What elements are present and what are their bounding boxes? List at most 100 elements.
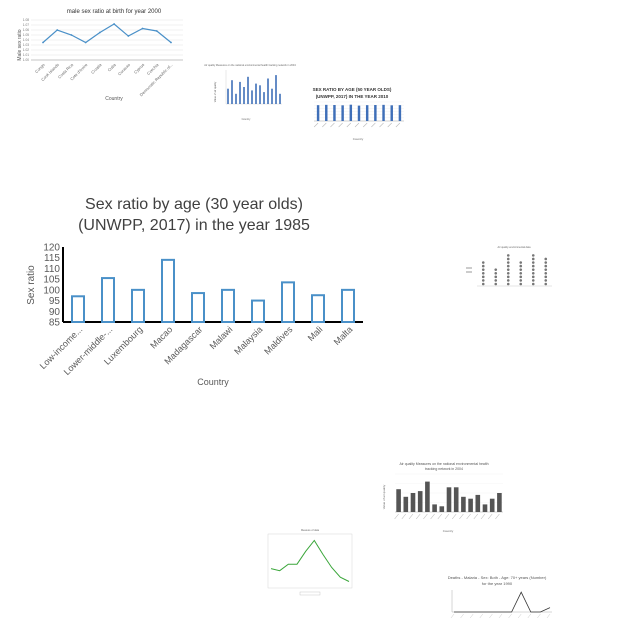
x-tick-label [480, 513, 486, 520]
y-tick-label: 115 [44, 253, 60, 264]
data-point [494, 279, 498, 282]
bar [239, 81, 241, 104]
bar [398, 105, 402, 121]
data-point [481, 279, 485, 282]
malaria-deaths-line-chart: Deaths - Malaria - Sex: Both - Age: 70+ … [448, 575, 552, 619]
bar [227, 88, 229, 104]
data-point [506, 257, 510, 261]
bar [403, 496, 409, 512]
chart-title-line2: (UNWPP, 2017) in the year 1985 [78, 217, 310, 234]
bar [374, 105, 377, 121]
data-point [98, 31, 101, 34]
y-tick-label: 95 [49, 296, 61, 307]
plot-frame [267, 533, 353, 589]
bar [251, 299, 265, 324]
bar [382, 104, 385, 121]
bar [446, 487, 452, 512]
data-point [544, 261, 548, 264]
x-tick-label [489, 613, 493, 619]
data-point [519, 261, 523, 264]
data-point [531, 261, 535, 264]
bar [425, 481, 430, 512]
bar [221, 288, 235, 324]
data-point [56, 29, 59, 31]
y-axis-title: Male sex ratio [17, 29, 23, 60]
data-point [506, 282, 510, 286]
x-tick-label [322, 122, 327, 128]
y-axis-title: Sex ratio [26, 265, 37, 305]
data-point [506, 268, 510, 271]
x-tick-label [346, 122, 352, 128]
x-tick-label: Malaysia [232, 324, 264, 356]
data-point [544, 257, 548, 261]
x-tick-label [450, 613, 455, 619]
bar [231, 80, 233, 104]
data-point [494, 271, 498, 275]
y-tick-label: 1.07 [23, 23, 29, 27]
data-point [531, 257, 535, 261]
bar [235, 93, 237, 104]
data-point [531, 264, 535, 268]
series-line [42, 23, 172, 44]
x-axis-title: Country [443, 529, 454, 533]
bar [390, 105, 393, 121]
data-point [506, 261, 510, 264]
x-axis-title: Country [105, 96, 123, 102]
data-point [531, 279, 535, 282]
x-axis-title: Country [197, 377, 229, 387]
x-tick-label [460, 613, 464, 619]
data-point [544, 275, 548, 279]
data-point [519, 282, 523, 286]
data-point [481, 275, 485, 279]
bar [251, 90, 253, 104]
bar [243, 87, 245, 104]
y-axis-title: Value of air quality [382, 484, 386, 509]
chart-title-line2: (UNWPP, 2017) IN THE YEAR 2010 [316, 94, 389, 99]
air-quality-dot-chart: Air quality environmental data [466, 246, 552, 287]
x-tick-label [459, 513, 464, 520]
data-point [481, 282, 485, 286]
data-point [494, 282, 498, 286]
bar [468, 498, 473, 512]
x-tick-label: Cuba [107, 62, 118, 73]
bar [396, 489, 401, 512]
data-point [506, 271, 510, 275]
bar [316, 105, 320, 121]
air-quality-gray-bar-chart: Air quality Measures on the national env… [382, 462, 503, 533]
x-tick-label: Malta [332, 324, 355, 347]
data-point [519, 275, 523, 279]
bar [489, 498, 495, 512]
x-tick-label [466, 513, 471, 520]
data-point [481, 271, 485, 275]
x-tick-label: Maldives [262, 324, 295, 357]
x-tick-label [387, 122, 392, 128]
x-tick-label [479, 613, 483, 619]
bar [263, 92, 265, 104]
chart-title-line1: SEX RATIO BY AGE (50 YEAR OLDS) [313, 87, 392, 92]
data-point [544, 282, 548, 286]
x-tick-label [415, 513, 421, 520]
y-tick-label: 1.04 [23, 38, 29, 42]
x-tick-label [354, 122, 360, 128]
bar [191, 292, 205, 324]
bar [482, 504, 488, 512]
data-point [544, 271, 548, 275]
green-line-chart: Measure of data [267, 529, 353, 596]
chart-title-line2: for the year 1990 [482, 581, 513, 586]
chart-title-line1: Air quality Measures on the national env… [399, 462, 488, 466]
y-tick-label: 1.08 [23, 18, 29, 22]
x-tick-label [379, 122, 384, 128]
x-tick-label: Croatia [90, 62, 103, 75]
data-point [127, 35, 130, 37]
bar [410, 493, 416, 512]
data-point [519, 271, 523, 275]
x-tick-label [394, 513, 399, 520]
bar [357, 105, 361, 121]
data-point [519, 279, 523, 282]
data-point [531, 282, 535, 286]
chart-title-line1: Deaths - Malaria - Sex: Both - Age: 70+ … [448, 575, 547, 580]
x-tick-label [495, 513, 500, 520]
y-axis-title: Value of air quality [214, 81, 217, 102]
x-tick-label [423, 513, 428, 520]
chart-title-line1: Sex ratio by age (30 year olds) [85, 196, 303, 213]
